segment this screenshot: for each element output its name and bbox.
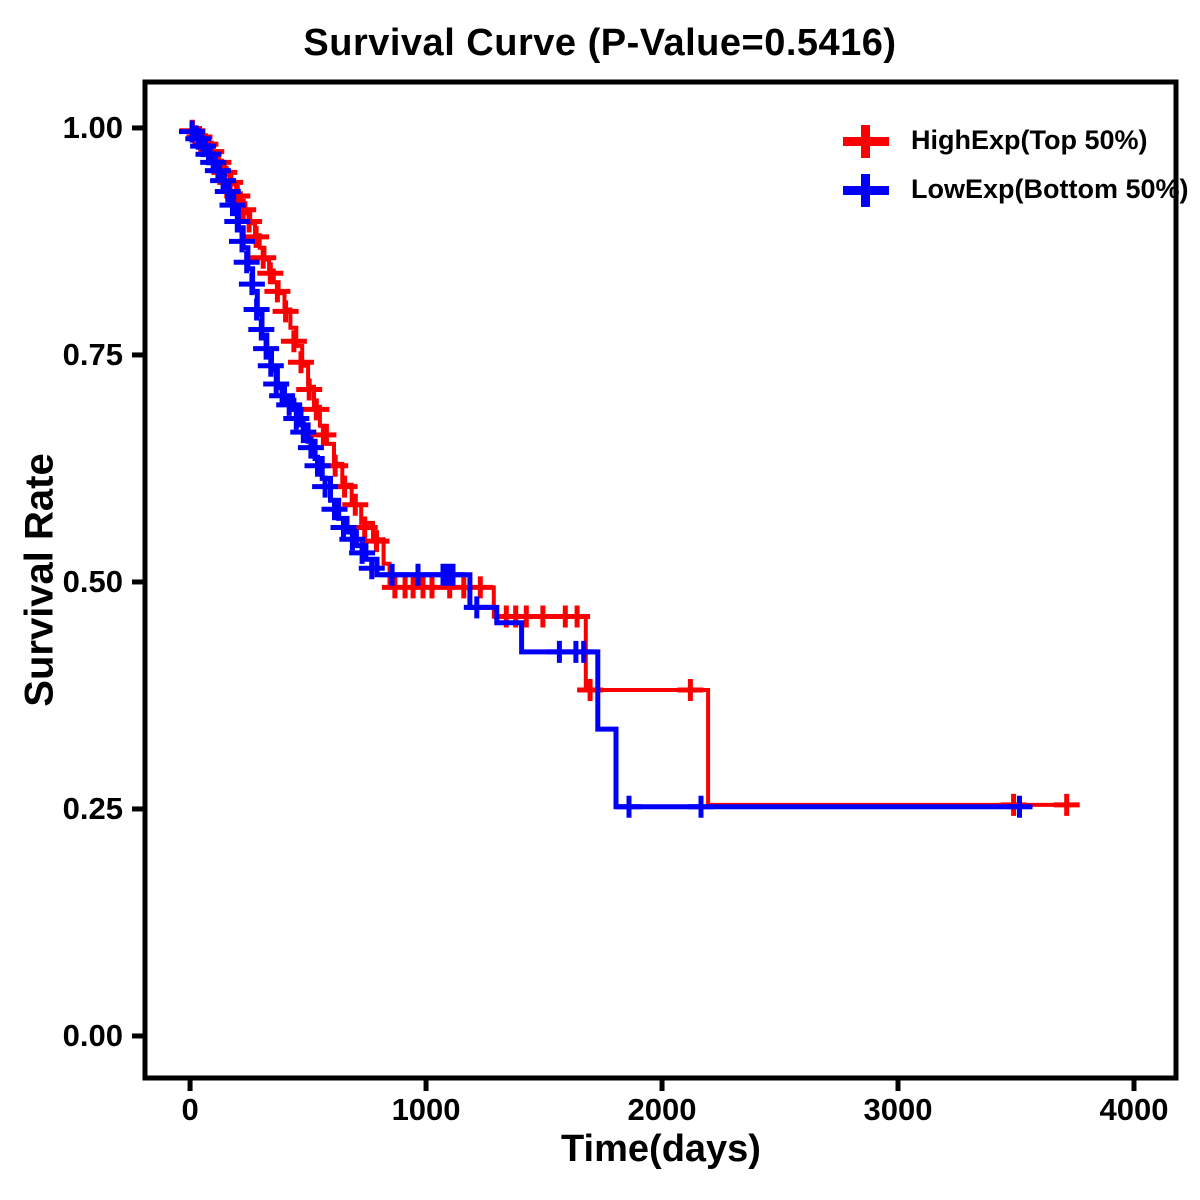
y-tick-label: 1.00 bbox=[62, 109, 123, 145]
lowexp-plus-icon bbox=[843, 171, 889, 209]
panel-border bbox=[142, 79, 1179, 1081]
chart-title: Survival Curve (P-Value=0.5416) bbox=[303, 22, 897, 64]
x-tick-label: 4000 bbox=[1099, 1092, 1169, 1127]
legend-label-highexp: HighExp(Top 50%) bbox=[911, 125, 1148, 155]
x-tick-label: 0 bbox=[181, 1092, 199, 1127]
y-tick-label: 0.50 bbox=[62, 563, 123, 599]
legend-label-lowexp: LowExp(Bottom 50%) bbox=[911, 174, 1189, 204]
highexp-plus-icon bbox=[843, 122, 889, 160]
x-tick-label: 2000 bbox=[627, 1092, 697, 1127]
x-axis-label: Time(days) bbox=[561, 1128, 761, 1170]
y-tick-label: 0.25 bbox=[62, 790, 123, 826]
legend-item-lowexp: LowExp(Bottom 50%) bbox=[843, 165, 1189, 214]
legend-item-highexp: HighExp(Top 50%) bbox=[843, 116, 1189, 165]
censor-marks-lowexp bbox=[179, 120, 1033, 818]
x-tick-label: 1000 bbox=[391, 1092, 461, 1127]
y-tick-label: 0.00 bbox=[62, 1017, 123, 1053]
x-tick-label: 3000 bbox=[863, 1092, 933, 1127]
y-tick-label: 0.75 bbox=[62, 336, 123, 372]
legend: HighExp(Top 50%) LowExp(Bottom 50%) bbox=[843, 116, 1189, 214]
